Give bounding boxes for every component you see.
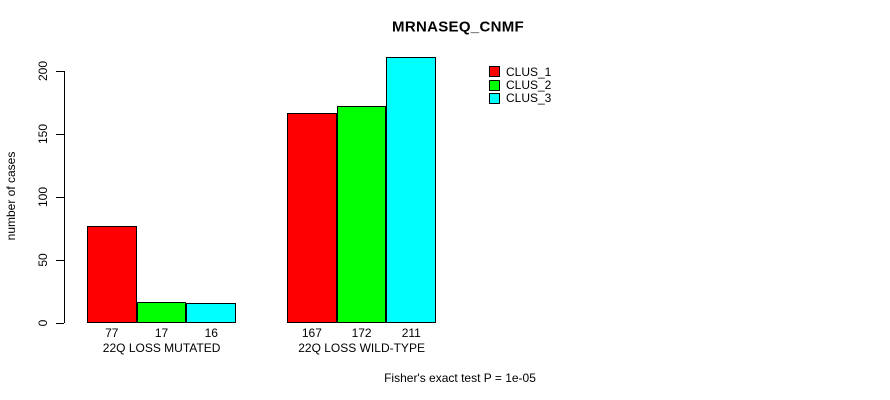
y-axis-tick-label: 150 <box>36 123 50 145</box>
y-axis-tick <box>56 71 64 72</box>
legend-swatch-clus_2 <box>489 79 500 91</box>
bar-value-label: 77 <box>105 326 119 340</box>
bar-clus_1-group2 <box>287 112 337 323</box>
stat-test-caption: Fisher's exact test P = 1e-05 <box>384 371 536 385</box>
legend-label: CLUS_2 <box>506 78 552 93</box>
group-label: 22Q LOSS WILD-TYPE <box>298 341 425 355</box>
bar-value-label: 211 <box>401 326 421 340</box>
y-axis-tick-label: 100 <box>36 186 50 208</box>
bar-clus_2-group2 <box>336 106 387 323</box>
y-axis-tick-label: 200 <box>36 60 50 82</box>
y-axis-tick-label: 50 <box>36 253 50 267</box>
y-axis-tick-label: 0 <box>36 319 50 327</box>
y-axis-tick <box>56 260 64 261</box>
y-axis-line <box>64 71 65 323</box>
legend-label: CLUS_3 <box>506 91 552 106</box>
bar-clus_2-group1 <box>136 301 187 323</box>
bar-value-label: 172 <box>351 326 372 340</box>
legend: CLUS_1 CLUS_2 CLUS_3 <box>489 65 551 105</box>
legend-item: CLUS_2 <box>489 78 551 91</box>
y-axis-tick <box>56 323 64 324</box>
legend-swatch-clus_3 <box>489 92 500 104</box>
bar-value-label: 16 <box>204 326 218 340</box>
chart-title: MRNASEQ_CNMF <box>392 18 524 36</box>
bar-value-label: 167 <box>301 326 322 340</box>
bar-value-label: 17 <box>154 326 169 340</box>
y-axis-tick <box>56 197 64 198</box>
legend-swatch-clus_1 <box>489 66 500 78</box>
bar-clus_1-group1 <box>87 226 137 323</box>
y-axis-tick <box>56 134 64 135</box>
bar-clus_3-group1 <box>186 302 237 323</box>
legend-item: CLUS_3 <box>489 92 551 105</box>
bar-clus_3-group2 <box>386 57 437 323</box>
legend-label: CLUS_1 <box>506 64 552 79</box>
group-label: 22Q LOSS MUTATED <box>102 341 221 355</box>
legend-item: CLUS_1 <box>489 65 551 78</box>
